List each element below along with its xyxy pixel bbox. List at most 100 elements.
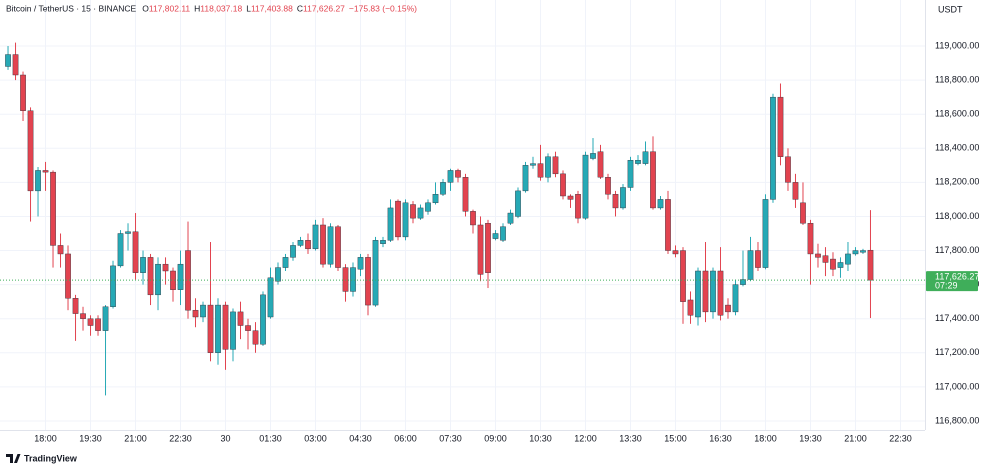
last-price-tag xyxy=(926,271,978,292)
candle-body xyxy=(747,250,754,280)
candle-body xyxy=(65,253,71,299)
ohlc-key: C xyxy=(297,3,303,13)
legend-header: Bitcoin / TetherUS · 15 · BINANCE O 117,80… xyxy=(6,3,417,13)
candle-body xyxy=(42,170,49,173)
candle-body xyxy=(20,74,26,111)
ohlc-key: L xyxy=(246,3,251,13)
candle-body xyxy=(642,151,649,164)
candle-body xyxy=(50,171,56,246)
symbol-title: Bitcoin / TetherUS · 15 · BINANCE xyxy=(6,3,137,13)
candle-body xyxy=(365,257,371,306)
x-tick-label: 18:00 xyxy=(754,433,777,443)
candle-body xyxy=(575,194,581,219)
candle-body xyxy=(822,255,829,263)
x-tick-label: 09:00 xyxy=(484,433,507,443)
x-tick-label: 03:00 xyxy=(304,433,327,443)
candle-body xyxy=(672,250,679,255)
ohlc-key: O xyxy=(142,3,149,13)
candle-body xyxy=(102,306,109,331)
ohlc-key: H xyxy=(194,3,200,13)
y-tick-label: 118,800.00 xyxy=(935,74,979,84)
y-tick-label: 118,600.00 xyxy=(935,109,979,119)
candle-body xyxy=(72,298,79,314)
candle-body xyxy=(440,182,446,195)
candle-body xyxy=(320,224,326,265)
candle-body xyxy=(215,304,221,353)
candle-body xyxy=(635,160,641,164)
candle-body xyxy=(125,231,131,234)
logo-icon xyxy=(6,454,21,463)
candle-body xyxy=(305,240,311,250)
candle-body xyxy=(860,250,866,253)
candle-body xyxy=(357,257,364,270)
x-tick-label: 18:00 xyxy=(34,433,57,443)
x-tick-label: 04:30 xyxy=(349,433,372,443)
candle-body xyxy=(177,263,184,290)
candle-body xyxy=(432,194,439,204)
y-tick-label: 117,800.00 xyxy=(935,245,979,255)
candle-body xyxy=(402,202,409,238)
candle-body xyxy=(597,151,604,178)
candle-body xyxy=(665,199,671,251)
candle-body xyxy=(725,304,731,313)
candle-body xyxy=(852,250,859,255)
candle-body xyxy=(342,267,349,292)
candle-body xyxy=(612,194,619,209)
candle-body xyxy=(710,270,716,313)
candle-body xyxy=(650,151,656,209)
candle-body xyxy=(147,257,154,296)
candle-body xyxy=(12,54,19,76)
candle-body xyxy=(605,177,611,195)
candle-body xyxy=(560,173,566,197)
candle-body xyxy=(410,204,416,219)
candle-body xyxy=(27,110,34,192)
candle-body xyxy=(192,309,199,318)
candle-body xyxy=(770,96,776,200)
candle-body xyxy=(620,187,626,209)
x-tick-label: 10:30 xyxy=(529,433,552,443)
candle-body xyxy=(717,270,724,316)
candle-body xyxy=(110,265,116,307)
countdown-label: 07:29 xyxy=(935,281,958,291)
candle-body xyxy=(222,304,229,350)
candle-body xyxy=(590,153,596,159)
candle-body xyxy=(87,318,94,326)
candle-body xyxy=(695,270,701,318)
currency-label: USDT xyxy=(938,4,963,14)
candle-body xyxy=(627,160,634,188)
candle-body xyxy=(297,240,304,246)
candle-body xyxy=(282,257,289,268)
candle-body xyxy=(792,182,799,200)
x-tick-label: 01:30 xyxy=(259,433,282,443)
candle-body xyxy=(245,325,251,331)
candle-body xyxy=(732,284,739,313)
candle-body xyxy=(740,279,746,285)
candle-body xyxy=(470,211,476,226)
candle-body xyxy=(515,190,521,217)
ohlc-value: 117,626.27 xyxy=(303,3,345,13)
candle-body xyxy=(680,250,686,302)
candle-body xyxy=(57,245,64,255)
candle-body xyxy=(155,263,161,296)
candle-body xyxy=(275,267,281,282)
candle-body xyxy=(530,163,536,166)
candle-body xyxy=(35,170,41,192)
y-tick-label: 118,200.00 xyxy=(935,177,979,187)
candle-body xyxy=(845,253,851,265)
y-tick-label: 117,000.00 xyxy=(935,381,979,391)
candle-body xyxy=(290,245,296,258)
x-tick-label: 30 xyxy=(221,433,231,443)
candle-body xyxy=(237,311,244,326)
last-price-label: 117,626.27 xyxy=(935,272,979,282)
change-value: −175.83 (−0.15%) xyxy=(349,3,417,13)
candle-body xyxy=(702,270,709,313)
candles xyxy=(0,42,925,396)
ohlc-value: 117,802.11 xyxy=(149,3,191,13)
brand-logo: TradingView xyxy=(6,453,78,463)
ohlc-value: 117,403.88 xyxy=(251,3,293,13)
candle-body xyxy=(837,262,844,268)
candle-body xyxy=(350,267,356,292)
x-tick-label: 07:30 xyxy=(439,433,462,443)
